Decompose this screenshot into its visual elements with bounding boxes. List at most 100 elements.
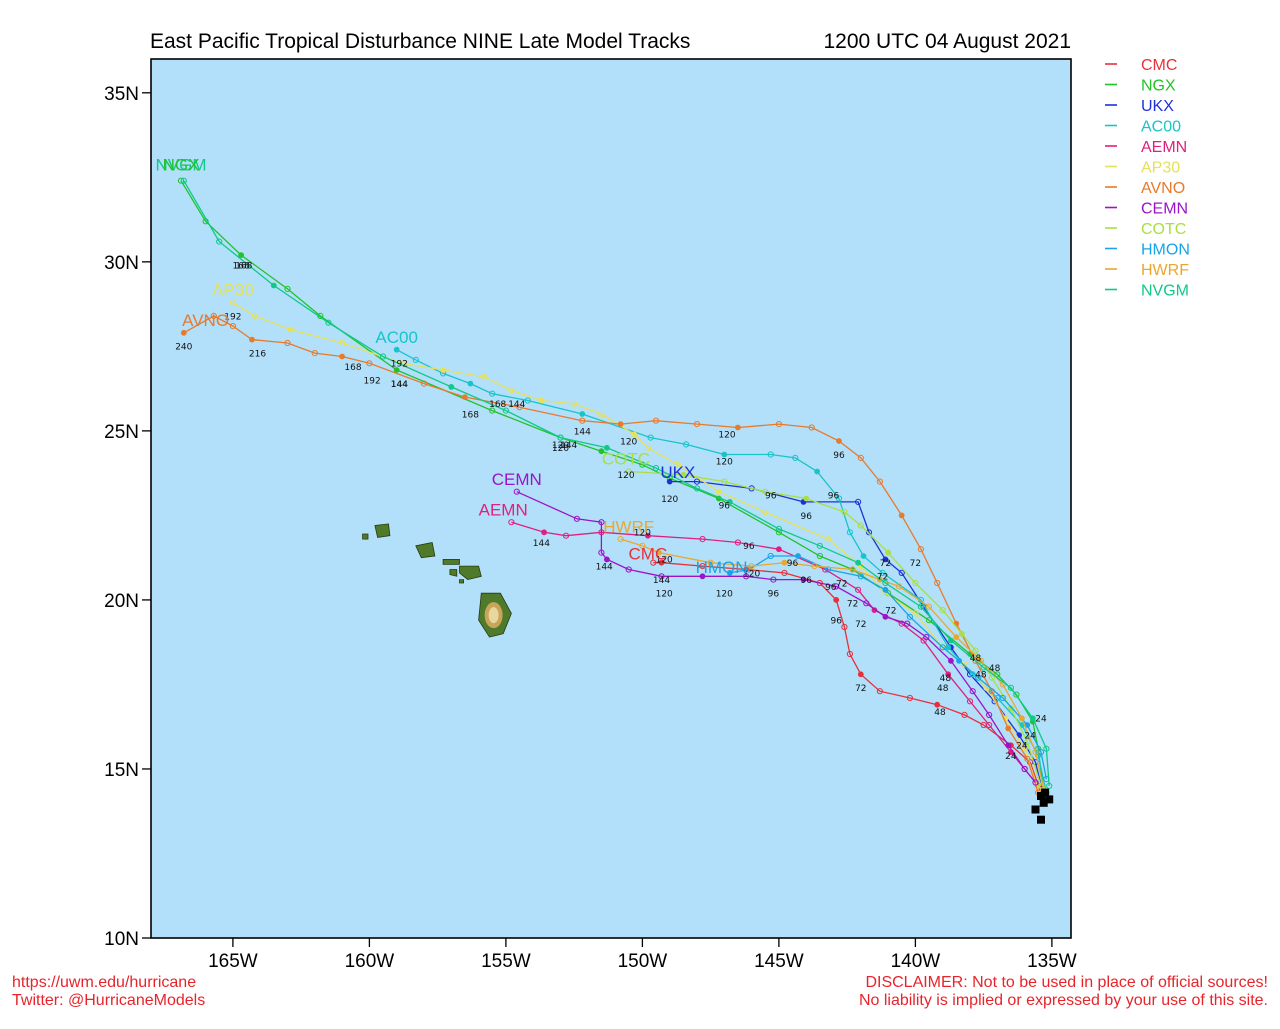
- track-point: [948, 657, 954, 664]
- track-point: [721, 478, 728, 485]
- track-point: [177, 177, 185, 184]
- legend-label-hmon: HMON: [1141, 242, 1190, 259]
- legend-label-ngx: NGX: [1141, 78, 1176, 95]
- track-point: [969, 688, 976, 695]
- track-point: [1005, 742, 1012, 749]
- ocean-plot-area: [151, 59, 1071, 938]
- track-point: [855, 559, 861, 566]
- track-point: [1008, 705, 1014, 711]
- track-point: [1005, 725, 1012, 732]
- legend-label-ap30: AP30: [1141, 160, 1180, 177]
- footer-url[interactable]: https://uwm.edu/hurricane: [12, 974, 197, 991]
- initial-position-marker: [1037, 815, 1045, 824]
- legend-label-ukx: UKX: [1141, 98, 1174, 115]
- track-point: [988, 674, 995, 681]
- track-point: [735, 424, 741, 431]
- track-point: [917, 546, 925, 553]
- track-point: [448, 384, 455, 390]
- track-point: [639, 542, 646, 549]
- track-point: [726, 570, 733, 576]
- footer-twitter[interactable]: Twitter: @HurricaneModels: [12, 992, 206, 1009]
- forecast-hour-label: 120: [617, 471, 634, 481]
- track-point: [393, 367, 400, 373]
- initial-position-marker: [1045, 795, 1054, 804]
- track-point: [811, 563, 818, 570]
- track-point: [975, 674, 982, 681]
- track-point: [284, 339, 291, 347]
- track-point: [898, 512, 905, 519]
- track-point: [210, 312, 217, 319]
- track-line-cemn: [516, 491, 1037, 783]
- track-point: [966, 698, 974, 705]
- track-point: [980, 664, 987, 671]
- track-point: [762, 488, 769, 495]
- track-point: [934, 579, 941, 587]
- track-point: [925, 603, 933, 610]
- forecast-hour-label: 72: [836, 579, 847, 589]
- track-point: [792, 454, 799, 461]
- track-point: [1021, 745, 1028, 752]
- track-point: [598, 519, 605, 526]
- forecast-hour-label: 96: [787, 559, 799, 569]
- model-end-label-hmon: HMON: [696, 558, 748, 577]
- track-point: [625, 566, 632, 573]
- forecast-hour-label: 96: [800, 576, 812, 586]
- forecast-hour-label: 216: [249, 350, 266, 360]
- forecast-hour-label: 144: [391, 380, 408, 390]
- track-point: [857, 454, 864, 461]
- track-point: [863, 600, 870, 607]
- initial-position-marker: [1039, 798, 1048, 807]
- track-point: [961, 661, 968, 668]
- chart-date: 1200 UTC 04 August 2021: [823, 30, 1071, 53]
- forecast-hour-label: 72: [880, 559, 891, 569]
- legend-label-cotc: COTC: [1141, 221, 1186, 238]
- y-tick-label: 10N: [104, 929, 139, 950]
- chart-title: East Pacific Tropical Disturbance NINE L…: [150, 30, 690, 53]
- track-point: [524, 397, 531, 404]
- track-point: [958, 630, 965, 637]
- track-point: [481, 373, 488, 380]
- track-point: [699, 563, 706, 570]
- initial-position-marker: [1031, 805, 1040, 814]
- track-cemn: [513, 488, 1039, 786]
- track-point: [339, 339, 346, 347]
- plot-frame: [150, 58, 1072, 939]
- track-point: [652, 465, 660, 472]
- track-point: [658, 573, 665, 580]
- track-point: [977, 657, 985, 664]
- initial-position-marker: [1041, 788, 1050, 797]
- track-point: [734, 539, 742, 546]
- forecast-hour-label: 144: [596, 563, 613, 573]
- track-point: [412, 356, 419, 363]
- model-end-label-cemn: CEMN: [492, 470, 542, 489]
- track-point: [882, 613, 889, 620]
- track-point: [855, 498, 862, 505]
- legend-label-nvgm: NVGM: [1141, 283, 1189, 300]
- track-line-cotc: [628, 470, 1042, 787]
- track-point: [249, 336, 255, 343]
- forecast-hour-label: 192: [224, 312, 241, 322]
- track-point: [857, 573, 864, 580]
- model-end-label-cotc: COTC: [602, 450, 650, 469]
- track-point: [693, 478, 701, 485]
- track-point: [650, 559, 657, 566]
- track-point: [972, 647, 979, 654]
- legend-label-aemn: AEMN: [1141, 139, 1187, 156]
- track-point: [876, 478, 884, 485]
- track-point: [895, 583, 903, 590]
- track-point: [644, 444, 652, 451]
- forecast-hour-label: 72: [885, 606, 896, 616]
- forecast-hour-label: 96: [825, 583, 837, 593]
- forecast-hour-label: 168: [233, 262, 250, 272]
- axes: 165W 160W 155W 150W 145W 140W 135W 10N 15N 20N 25N…: [104, 84, 1077, 972]
- footer-disclaimer: DISCLAIMER: Not to be used in place of o…: [865, 974, 1268, 991]
- track-point: [1007, 684, 1015, 691]
- forecast-hour-label: 192: [364, 377, 381, 387]
- island-niihau: [362, 533, 369, 540]
- y-tick-label: 15N: [104, 760, 139, 781]
- track-point: [961, 711, 968, 719]
- track-point: [440, 367, 447, 373]
- track-point: [647, 434, 654, 441]
